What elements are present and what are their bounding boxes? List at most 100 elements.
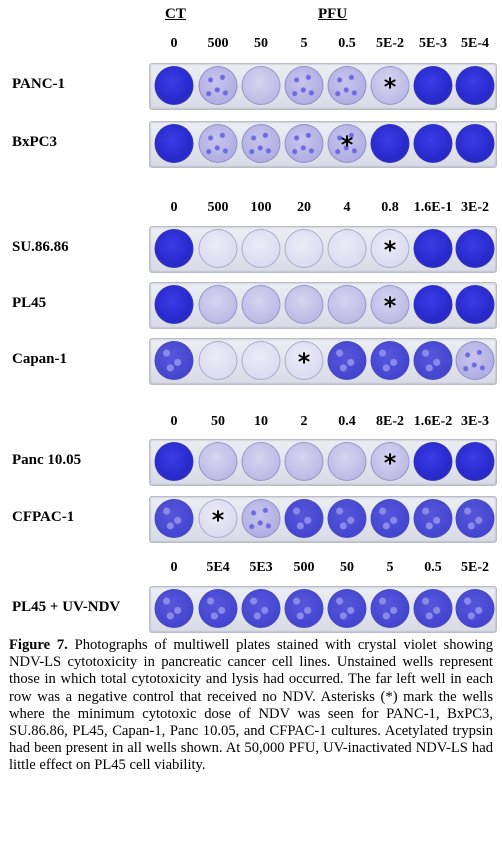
plate-well	[198, 442, 238, 481]
control-header: CT	[165, 6, 186, 22]
dose-label: 500	[207, 200, 229, 215]
dose-label: 500	[207, 36, 229, 51]
plate-well	[327, 66, 367, 105]
plate-well	[198, 589, 238, 628]
dose-label: 5	[300, 36, 308, 51]
minimum-dose-asterisk: *	[383, 235, 397, 264]
plate-well	[455, 589, 495, 628]
dose-label: 1.6E-2	[413, 414, 453, 429]
dose-label: 3E-2	[461, 200, 489, 215]
dose-labels-group-1: 0 500 50 5 0.5 5E-2 5E-3 5E-4	[150, 36, 495, 54]
minimum-dose-asterisk: *	[383, 72, 397, 101]
plate-well	[241, 499, 281, 538]
dose-label: 5E-2	[461, 560, 489, 575]
plate-well	[154, 341, 194, 380]
plate-well	[241, 341, 281, 380]
plate-well	[327, 442, 367, 481]
plate-well	[327, 589, 367, 628]
plate-well	[413, 499, 453, 538]
dose-label: 0	[170, 414, 178, 429]
plate-well	[370, 341, 410, 380]
dose-label: 5E3	[249, 560, 273, 575]
dose-label: 0	[170, 36, 178, 51]
caption-title: Figure 7.	[9, 637, 68, 653]
plate-well	[327, 229, 367, 268]
dose-labels-group-3: 0 50 10 2 0.4 8E-2 1.6E-2 3E-3	[150, 414, 495, 432]
dose-label: 5E-4	[461, 36, 489, 51]
minimum-dose-asterisk: *	[211, 505, 225, 534]
multiwell-plate: *	[149, 496, 497, 543]
plate-well	[413, 229, 453, 268]
plate-well	[370, 499, 410, 538]
plate-well	[284, 285, 324, 324]
cell-line-label: Panc 10.05	[12, 452, 82, 468]
dose-label: 50	[340, 560, 354, 575]
multiwell-plate: *	[149, 121, 497, 168]
plate-well	[284, 499, 324, 538]
cell-line-label: CFPAC-1	[12, 509, 75, 525]
plate-well: *	[284, 341, 324, 380]
cell-line-label: PANC-1	[12, 76, 66, 92]
dose-labels-group-2: 0 500 100 20 4 0.8 1.6E-1 3E-2	[150, 200, 495, 218]
dose-label: 3E-3	[461, 414, 489, 429]
multiwell-plate: *	[149, 439, 497, 486]
minimum-dose-asterisk: *	[383, 291, 397, 320]
plate-well: *	[370, 66, 410, 105]
plate-well	[413, 66, 453, 105]
plate-well	[154, 285, 194, 324]
plate-well	[198, 66, 238, 105]
plate-well	[284, 66, 324, 105]
multiwell-plate: *	[149, 338, 497, 385]
plate-well	[154, 589, 194, 628]
dose-label: 50	[254, 36, 268, 51]
plate-well	[455, 66, 495, 105]
dose-label: 0	[170, 200, 178, 215]
cell-line-label: BxPC3	[12, 134, 57, 150]
multiwell-plate	[149, 586, 497, 633]
plate-well	[327, 499, 367, 538]
cell-line-label: PL45	[12, 295, 47, 311]
minimum-dose-asterisk: *	[297, 347, 311, 376]
plate-well	[413, 589, 453, 628]
plate-well	[455, 499, 495, 538]
dose-label: 2	[300, 414, 308, 429]
plate-well	[241, 124, 281, 163]
dose-label: 5	[386, 560, 394, 575]
plate-well	[154, 229, 194, 268]
plate-well	[413, 285, 453, 324]
plate-well	[413, 124, 453, 163]
dose-label: 500	[293, 560, 315, 575]
plate-well	[154, 499, 194, 538]
dose-label: 5E-3	[419, 36, 447, 51]
plate-well: *	[198, 499, 238, 538]
multiwell-plate: *	[149, 282, 497, 329]
plate-well	[241, 589, 281, 628]
plate-well	[370, 124, 410, 163]
plate-well	[198, 285, 238, 324]
plate-well	[370, 589, 410, 628]
plate-well	[241, 66, 281, 105]
multiwell-plate: *	[149, 63, 497, 110]
plate-well	[455, 341, 495, 380]
plate-well: *	[370, 442, 410, 481]
pfu-header: PFU	[318, 6, 348, 22]
plate-well	[241, 442, 281, 481]
plate-well	[198, 124, 238, 163]
dose-label: 100	[250, 200, 272, 215]
plate-well	[154, 124, 194, 163]
dose-label: 0.5	[338, 36, 356, 51]
dose-label: 8E-2	[376, 414, 404, 429]
plate-well	[455, 285, 495, 324]
plate-well	[198, 341, 238, 380]
plate-well	[154, 442, 194, 481]
dose-label: 1.6E-1	[413, 200, 453, 215]
plate-well	[327, 285, 367, 324]
plate-well	[455, 442, 495, 481]
plate-well	[154, 66, 194, 105]
caption-text: Photographs of multiwell plates stained …	[9, 637, 494, 774]
dose-label: 0.4	[338, 414, 356, 429]
dose-label: 0.8	[381, 200, 399, 215]
plate-well	[241, 229, 281, 268]
plate-well	[241, 285, 281, 324]
plate-well	[198, 229, 238, 268]
